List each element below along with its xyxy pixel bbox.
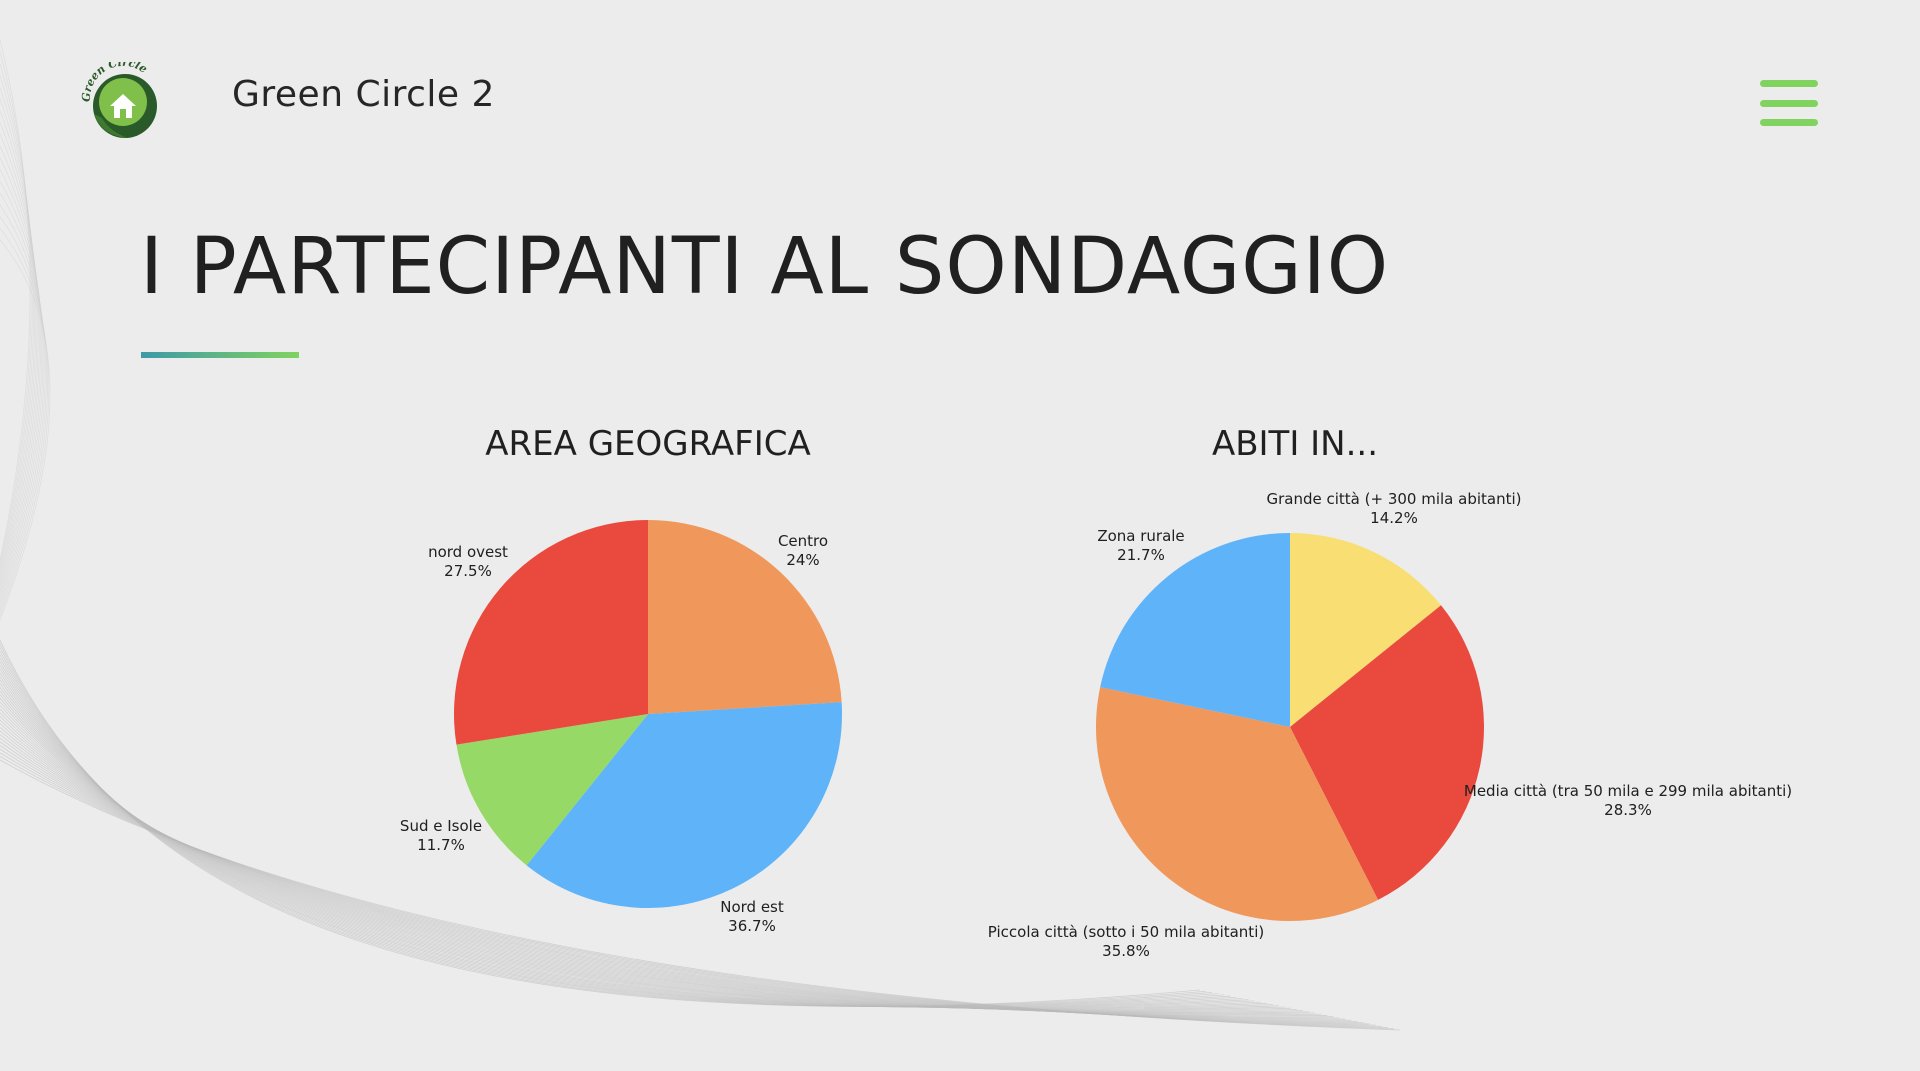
pie-slice — [1100, 533, 1290, 727]
page-title: I PARTECIPANTI AL SONDAGGIO — [140, 222, 1390, 312]
pie-slice — [456, 714, 648, 866]
menu-bar-icon — [1760, 100, 1818, 107]
menu-bar-icon — [1760, 119, 1818, 126]
brand-name: Green Circle 2 — [232, 74, 495, 115]
slice-label: Media città (tra 50 mila e 299 mila abit… — [1464, 782, 1792, 800]
wave-line — [0, 110, 38, 582]
slice-value-label: 27.5% — [444, 562, 492, 580]
wave-line — [0, 216, 48, 614]
wave-line — [0, 169, 44, 599]
house-leaf-icon — [93, 74, 157, 138]
wave-line — [0, 192, 46, 606]
pie-slice — [1290, 605, 1484, 900]
slice-label: Zona rurale — [1097, 527, 1184, 545]
wave-line — [0, 759, 1401, 1031]
logo: Green Circle — [80, 62, 162, 144]
slice-value-label: 21.7% — [1117, 546, 1165, 564]
wave-line — [0, 86, 35, 575]
wave-line — [0, 157, 43, 596]
wave-line — [0, 39, 31, 561]
slice-label: Piccola città (sotto i 50 mila abitanti) — [988, 923, 1264, 941]
wave-line — [0, 98, 37, 578]
logo-wordmark: Green Circle — [80, 62, 150, 102]
pie-slice — [526, 702, 842, 908]
slice-label: Grande città (+ 300 mila abitanti) — [1267, 490, 1522, 508]
slice-label: Nord est — [720, 898, 784, 916]
wave-line — [0, 239, 51, 621]
slice-value-label: 35.8% — [1102, 942, 1150, 960]
pie-slice — [454, 520, 648, 745]
chart-title-abiti-in: ABITI IN... — [1211, 424, 1379, 464]
slice-label: nord ovest — [428, 543, 508, 561]
wave-line — [0, 204, 47, 610]
slice-value-label: 11.7% — [417, 836, 465, 854]
wave-line — [0, 133, 40, 589]
wave-line — [0, 51, 32, 564]
wave-line — [0, 181, 45, 603]
slice-value-label: 28.3% — [1604, 801, 1652, 819]
wave-line — [0, 228, 50, 617]
slice-label: Sud e Isole — [400, 817, 482, 835]
slice-value-label: 36.7% — [728, 917, 776, 935]
wave-line — [0, 75, 34, 571]
pie-slice — [648, 520, 842, 714]
wave-line — [0, 63, 33, 568]
slice-value-label: 14.2% — [1370, 509, 1418, 527]
wave-line — [0, 145, 41, 592]
menu-bar-icon — [1760, 80, 1818, 87]
chart-title-area-geografica: AREA GEOGRAFICA — [485, 424, 811, 464]
hamburger-menu-button[interactable] — [1758, 80, 1820, 128]
slice-value-label: 24% — [786, 551, 819, 569]
pie-slice — [1096, 687, 1379, 921]
title-underline — [141, 352, 299, 358]
pie-slice — [1290, 533, 1442, 727]
wave-line — [0, 122, 39, 585]
header: Green Circle Green Circle 2 — [0, 0, 1920, 200]
slice-label: Centro — [778, 532, 828, 550]
